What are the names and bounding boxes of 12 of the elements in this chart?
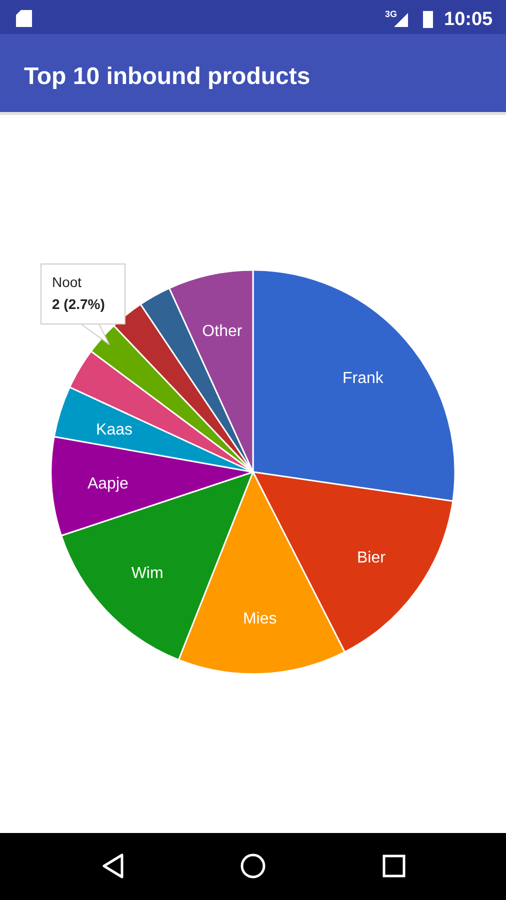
text: 10:05	[444, 9, 494, 30]
slice-label: Noot	[52, 274, 82, 290]
slice-label: Aapje	[87, 476, 128, 492]
slice-label: Kaas	[96, 421, 132, 438]
slice-label: Mies	[242, 610, 277, 628]
text: 3G	[385, 9, 398, 19]
chart-title: Top 10 inbound products	[24, 63, 310, 90]
slice-label: Wim	[131, 564, 164, 582]
text: 2 (2.7%)	[52, 296, 105, 312]
slice-label: Other	[202, 322, 243, 340]
slice-label: Bier	[356, 550, 386, 567]
slice-label: Frank	[342, 370, 384, 387]
